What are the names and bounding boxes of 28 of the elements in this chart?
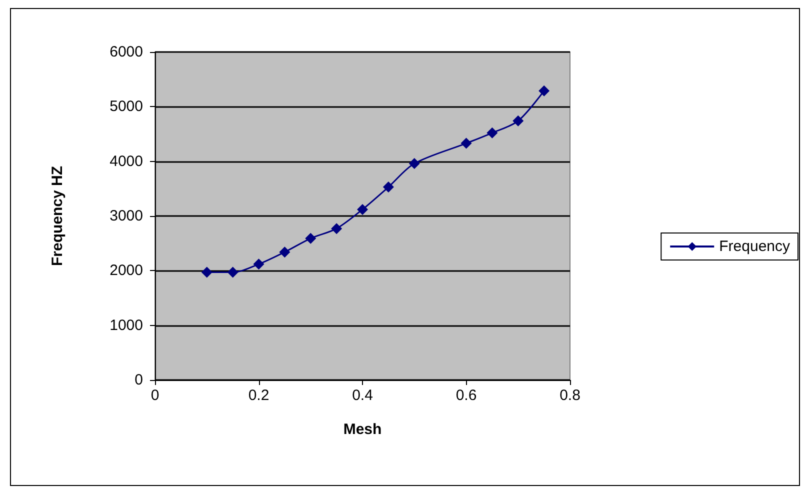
x-tick-label: 0.6	[456, 387, 477, 404]
y-tick-label: 3000	[110, 208, 143, 224]
legend-label: Frequency	[719, 238, 790, 255]
point	[279, 246, 290, 258]
point	[357, 204, 368, 215]
y-tick-label: 2000	[110, 262, 143, 280]
point	[253, 258, 264, 270]
y-tick-label: 5000	[110, 98, 143, 116]
point	[227, 266, 238, 278]
point	[408, 158, 420, 170]
x-tick-label: 0.8	[560, 387, 580, 404]
point	[305, 232, 316, 244]
x-tick-label: 0	[150, 387, 160, 404]
point	[538, 85, 550, 96]
x-axis-title: Mesh	[343, 421, 382, 438]
x-tick-label: 0.4	[352, 387, 373, 404]
point	[486, 127, 498, 138]
y-tick-label: 0	[134, 372, 143, 388]
y-tick-label: 4000	[110, 152, 143, 170]
point	[512, 115, 524, 126]
point	[382, 182, 394, 193]
y-tick-label: 1000	[110, 316, 143, 334]
y-tick-label: 6000	[110, 44, 143, 60]
point	[331, 223, 342, 234]
y-axis-title: Frequency HZ	[49, 166, 66, 266]
point	[460, 138, 472, 149]
x-tick-label: 0.2	[248, 387, 270, 404]
point	[201, 266, 212, 278]
